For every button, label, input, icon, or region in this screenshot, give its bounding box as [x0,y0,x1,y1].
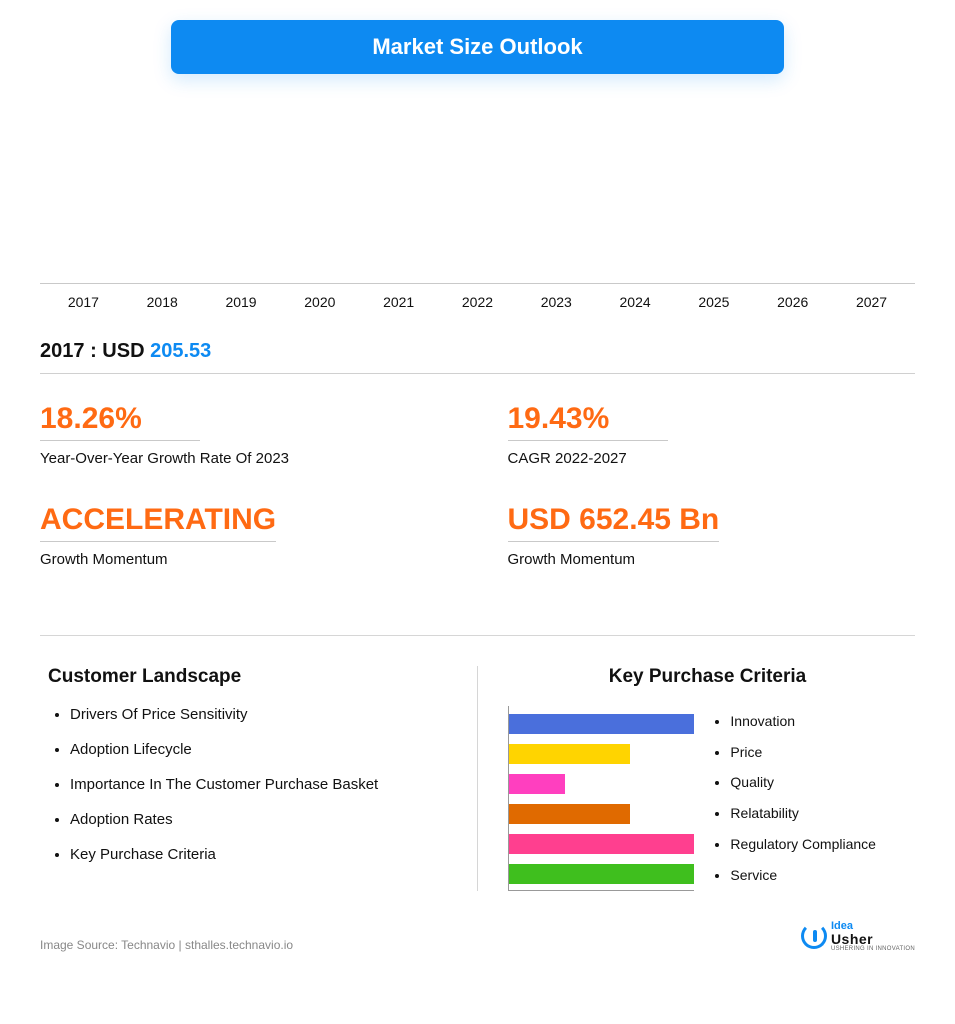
stat-label: Growth Momentum [508,550,916,570]
customer-landscape-title: Customer Landscape [48,666,447,688]
kpc-label: Price [730,743,907,761]
brand-logo: Idea Usher USHERING IN INNOVATION [801,921,915,952]
kpc-label: Regulatory Compliance [730,835,907,853]
stat-label: CAGR 2022-2027 [508,449,916,469]
market-size-bar-chart [40,114,915,284]
stat-value: 19.43% [508,402,668,441]
bar-x-label: 2017 [44,294,123,310]
bottom-panels: Customer Landscape Drivers Of Price Sens… [40,666,915,891]
baseline-currency: USD [102,340,144,362]
stat-value: USD 652.45 Bn [508,503,720,542]
list-item: Importance In The Customer Purchase Bask… [70,776,447,793]
stat-momentum-usd: USD 652.45 Bn Growth Momentum [508,503,916,570]
kpc-label: Relatability [730,804,907,822]
bar-x-label: 2027 [832,294,911,310]
kpc-bar [509,804,630,824]
kpc-label: Innovation [730,712,907,730]
list-item: Adoption Lifecycle [70,741,447,758]
kpc-bar [509,774,565,794]
divider [40,635,915,636]
list-item: Adoption Rates [70,811,447,828]
footer: Image Source: Technavio | sthalles.techn… [40,921,915,952]
logo-line-1: Idea [831,921,915,932]
bar-x-label: 2023 [517,294,596,310]
stat-value: ACCELERATING [40,503,276,542]
customer-landscape-list: Drivers Of Price Sensitivity Adoption Lif… [48,706,447,863]
baseline-value: 205.53 [150,340,211,362]
stat-label: Year-Over-Year Growth Rate Of 2023 [40,449,448,469]
logo-icon [801,923,827,949]
stat-yoy-growth: 18.26% Year-Over-Year Growth Rate Of 202… [40,402,448,469]
logo-line-3: USHERING IN INNOVATION [831,946,915,952]
kpc-chart: Innovation Price Quality Relatability Regula… [508,706,907,891]
bar-x-label: 2019 [202,294,281,310]
list-item: Drivers Of Price Sensitivity [70,706,447,723]
baseline-value-row: 2017 : USD 205.53 [40,340,915,374]
kpc-labels: Innovation Price Quality Relatability Regula… [712,706,907,891]
logo-line-2: Usher [831,932,915,946]
bar-x-label: 2026 [753,294,832,310]
bar-x-label: 2018 [123,294,202,310]
bar-x-label: 2022 [438,294,517,310]
stat-cagr: 19.43% CAGR 2022-2027 [508,402,916,469]
customer-landscape-panel: Customer Landscape Drivers Of Price Sens… [40,666,478,891]
stats-grid: 18.26% Year-Over-Year Growth Rate Of 202… [40,402,915,605]
bar-x-label: 2020 [280,294,359,310]
key-purchase-criteria-title: Key Purchase Criteria [508,666,907,688]
kpc-bar [509,714,694,734]
chart-title: Market Size Outlook [171,20,784,74]
kpc-label: Quality [730,773,907,791]
image-source: Image Source: Technavio | sthalles.techn… [40,938,293,952]
bar-x-label: 2021 [359,294,438,310]
bar-x-label: 2025 [675,294,754,310]
bar-x-label: 2024 [596,294,675,310]
kpc-bar [509,864,694,884]
key-purchase-criteria-panel: Key Purchase Criteria Innovation Price Qua… [478,666,915,891]
baseline-year: 2017 [40,340,85,362]
bar-chart-x-labels: 2017201820192020202120222023202420252026… [40,284,915,310]
stat-momentum-text: ACCELERATING Growth Momentum [40,503,448,570]
kpc-bar [509,834,694,854]
stat-label: Growth Momentum [40,550,448,570]
kpc-bars [508,706,694,891]
kpc-label: Service [730,866,907,884]
stat-value: 18.26% [40,402,200,441]
kpc-bar [509,744,630,764]
list-item: Key Purchase Criteria [70,846,447,863]
